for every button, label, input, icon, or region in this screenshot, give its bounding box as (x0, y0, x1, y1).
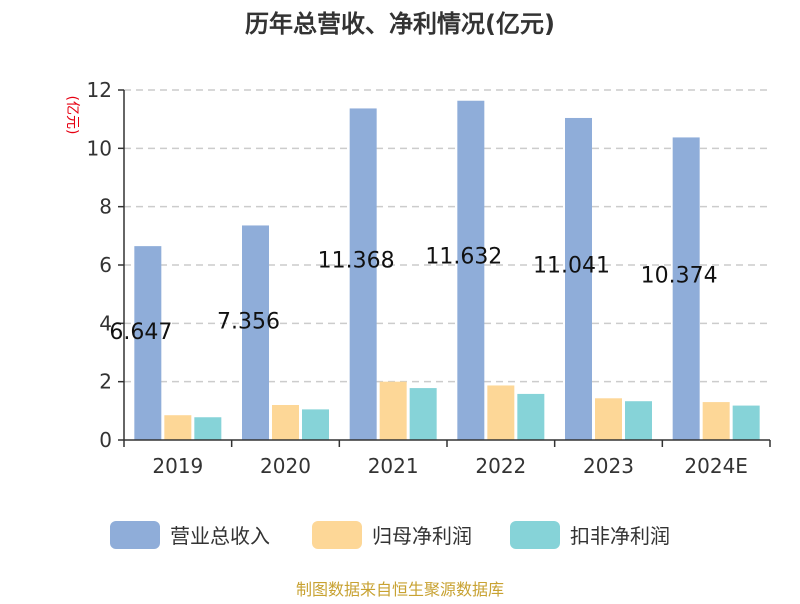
bar-0-4 (565, 117, 592, 441)
bar-0-5 (672, 137, 700, 441)
data-label: 7.356 (217, 309, 280, 334)
legend-label-1: 归母净利润 (372, 524, 472, 548)
bar-0-3 (457, 100, 485, 440)
x-tick-label: 2019 (152, 454, 203, 478)
bar-1-1 (272, 405, 299, 440)
axes: 0 2 4 6 8 10 12 2019 2020 2021 2022 2023 2024E (87, 78, 771, 478)
data-labels: 6.647 7.356 11.368 11.632 11.041 10.374 (109, 245, 717, 346)
bar-2-5 (732, 405, 760, 440)
bar-1-4 (595, 398, 622, 440)
legend-swatch-0 (110, 521, 160, 549)
source-note: 制图数据来自恒生聚源数据库 (296, 580, 504, 599)
y-tick-label: 2 (99, 370, 112, 394)
x-tick-label: 2023 (583, 454, 634, 478)
y-tick-label: 10 (87, 136, 112, 160)
y-tick-label: 0 (99, 428, 112, 452)
data-label: 6.647 (109, 320, 172, 345)
bar-0-1 (242, 225, 269, 440)
data-label: 11.368 (318, 249, 395, 274)
legend-label-0: 营业总收入 (170, 524, 270, 548)
y-tick-label: 8 (99, 195, 112, 219)
bar-2-4 (625, 401, 652, 440)
x-tick-label: 2021 (368, 454, 419, 478)
x-tick-label: 2020 (260, 454, 311, 478)
y-tick-label: 12 (87, 78, 112, 102)
data-label: 10.374 (641, 264, 718, 289)
bar-2-0 (194, 417, 222, 440)
legend: 营业总收入 归母净利润 扣非净利润 (110, 521, 670, 549)
legend-label-2: 扣非净利润 (570, 524, 670, 548)
x-tick-label: 2022 (475, 454, 526, 478)
bar-2-3 (517, 393, 545, 440)
bar-0-2 (349, 108, 377, 440)
data-label: 11.041 (533, 254, 610, 279)
chart-title: 历年总营收、净利情况(亿元) (245, 10, 555, 38)
bar-1-3 (487, 385, 515, 440)
bar-0-0 (134, 246, 162, 440)
bar-1-2 (379, 381, 407, 440)
bars (134, 100, 760, 441)
bar-2-1 (302, 409, 329, 440)
data-label: 11.632 (425, 245, 502, 270)
bar-2-2 (409, 388, 437, 440)
y-tick-label: 4 (99, 311, 112, 335)
legend-swatch-1 (312, 521, 362, 549)
y-axis-unit-label: (亿元) (64, 96, 80, 135)
y-tick-label: 6 (99, 253, 112, 277)
legend-swatch-2 (510, 521, 560, 549)
bar-1-0 (164, 415, 192, 440)
bar-1-5 (702, 402, 730, 440)
x-tick-label: 2024E (684, 454, 748, 478)
